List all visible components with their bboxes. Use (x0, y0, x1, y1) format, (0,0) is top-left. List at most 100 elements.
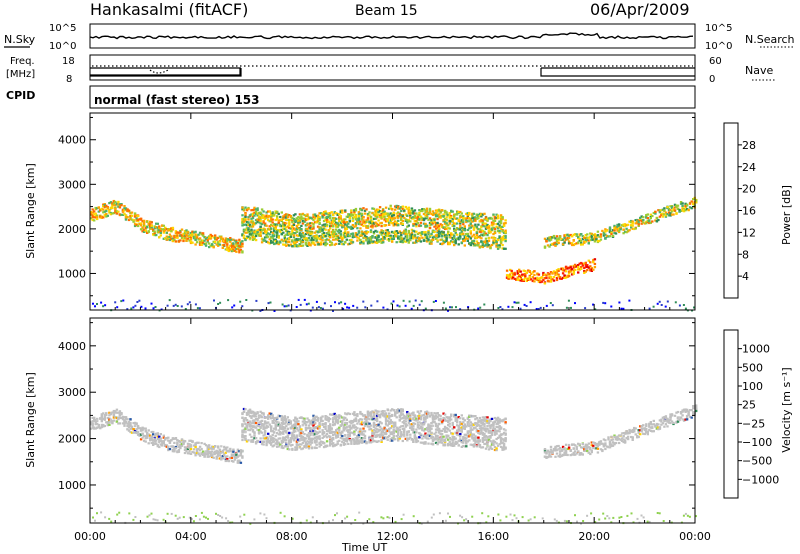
data-cell (339, 420, 342, 423)
data-cell (403, 209, 406, 212)
data-cell (315, 221, 318, 224)
data-cell (250, 424, 253, 428)
data-cell (540, 280, 544, 283)
data-cell (673, 203, 677, 206)
data-cell (91, 424, 94, 427)
data-cell (254, 239, 258, 242)
data-cell (177, 450, 181, 453)
data-cell (324, 415, 327, 418)
data-cell (681, 204, 684, 207)
data-cell (270, 438, 273, 441)
data-cell (397, 211, 400, 214)
data-cell (176, 441, 179, 445)
data-cell (557, 241, 560, 244)
data-cell (250, 416, 253, 419)
data-cell (404, 230, 407, 233)
data-cell (162, 237, 165, 240)
data-cell (360, 241, 364, 244)
data-cell (242, 234, 246, 237)
data-cell (136, 427, 140, 430)
data-cell (453, 236, 456, 239)
data-cell (319, 307, 322, 309)
data-cell (439, 242, 442, 245)
data-cell (304, 242, 308, 245)
data-cell (672, 207, 675, 210)
data-cell (325, 416, 329, 419)
data-cell (223, 445, 226, 448)
data-cell (395, 223, 398, 226)
data-cell (298, 232, 302, 235)
data-cell (253, 232, 256, 235)
data-cell (270, 428, 273, 431)
data-cell (519, 277, 522, 280)
data-cell (353, 412, 356, 415)
data-cell (288, 244, 291, 247)
data-cell (581, 238, 584, 241)
data-cell (480, 237, 483, 240)
data-cell (295, 438, 299, 441)
data-cell (474, 236, 477, 239)
station-title: Hankasalmi (fitACF) (90, 0, 248, 19)
data-cell (356, 221, 359, 224)
data-cell (267, 241, 270, 244)
data-cell (443, 234, 447, 237)
data-cell (201, 239, 205, 242)
data-cell (274, 438, 277, 441)
data-cell (310, 241, 314, 244)
data-cell (138, 299, 141, 302)
data-cell (536, 273, 539, 276)
data-cell (300, 234, 303, 237)
data-cell (130, 425, 134, 428)
data-cell (306, 239, 309, 242)
data-cell (247, 411, 250, 414)
data-cell (90, 423, 93, 426)
data-cell (422, 222, 426, 225)
data-cell (120, 300, 123, 303)
data-cell (555, 278, 559, 282)
data-cell (307, 241, 311, 244)
data-cell (206, 448, 209, 451)
data-cell (279, 433, 282, 436)
data-cell (654, 212, 657, 215)
data-cell (362, 240, 365, 243)
data-cell (118, 203, 122, 206)
data-cell (509, 275, 512, 278)
data-cell (354, 419, 358, 422)
data-cell (93, 417, 96, 420)
data-cell (191, 441, 194, 444)
data-cell (159, 443, 162, 446)
data-cell (309, 226, 312, 230)
data-cell (99, 209, 102, 212)
data-cell (496, 214, 500, 217)
data-cell (188, 446, 191, 449)
data-cell (497, 307, 500, 309)
data-cell (230, 244, 234, 247)
data-cell (307, 226, 311, 229)
data-cell (375, 230, 379, 233)
data-cell (220, 445, 223, 448)
data-cell (96, 422, 99, 425)
data-cell (297, 220, 300, 223)
data-cell (282, 440, 285, 443)
data-cell (502, 234, 506, 238)
data-cell (295, 227, 299, 230)
data-cell (347, 233, 350, 236)
data-cell (516, 271, 519, 275)
data-cell (251, 217, 255, 220)
data-cell (161, 443, 164, 446)
data-cell (551, 236, 554, 239)
data-cell (364, 306, 367, 309)
data-cell (319, 443, 323, 446)
data-cell (495, 223, 498, 226)
data-cell (401, 237, 404, 240)
data-cell (215, 243, 218, 246)
data-cell (394, 217, 397, 220)
data-cell (447, 224, 450, 227)
data-cell (409, 210, 412, 213)
data-cell (338, 439, 341, 442)
data-cell (386, 220, 389, 223)
data-cell (397, 235, 400, 238)
data-cell (380, 225, 383, 228)
data-cell (94, 206, 97, 210)
data-cell (460, 220, 463, 223)
